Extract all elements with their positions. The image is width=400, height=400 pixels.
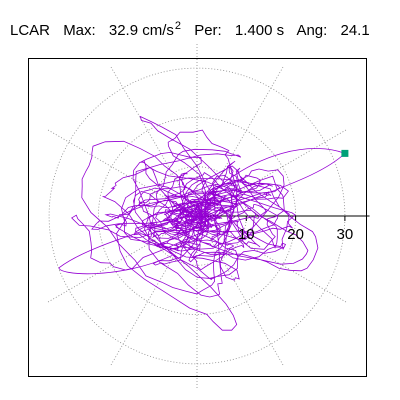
max-unit-exponent: 2 — [174, 20, 182, 32]
max-point-marker — [341, 149, 349, 157]
angle-value: 24.1 — [340, 22, 370, 39]
plot-header: LCAR Max: 32.9 cm/s2 Per: 1.400 s Ang: 2… — [10, 20, 379, 39]
hodogram-trace — [71, 115, 319, 331]
angle-label: Ang: — [296, 22, 328, 39]
max-value: 32.9 cm/s — [108, 22, 174, 39]
tick-labels: 10 20 30 — [238, 226, 353, 243]
component-label: LCAR — [10, 22, 51, 39]
trace-layer — [58, 115, 346, 331]
period-value: 1.400 s — [234, 22, 285, 39]
marker-layer — [341, 149, 349, 157]
west-excursion-trace — [58, 215, 188, 275]
tick-label-30: 30 — [337, 226, 354, 243]
tick-label-10: 10 — [238, 226, 255, 243]
plot-frame — [28, 58, 367, 377]
max-value-group: 32.9 cm/s2 — [108, 20, 182, 39]
max-label: Max: — [63, 22, 96, 39]
axes — [197, 215, 370, 221]
tick-label-20: 20 — [287, 226, 304, 243]
period-label: Per: — [194, 22, 222, 39]
